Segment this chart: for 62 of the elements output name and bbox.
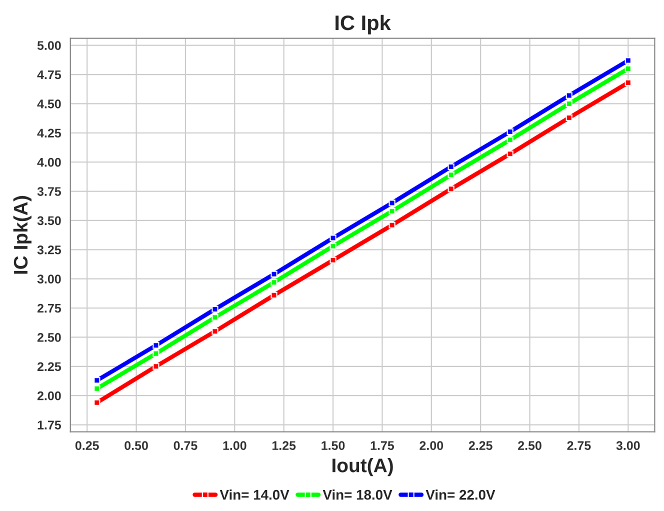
x-tick-label: 2.75 bbox=[567, 441, 591, 450]
x-tick-label: 2.50 bbox=[518, 441, 542, 450]
x-tick-label: 1.75 bbox=[370, 441, 394, 450]
point bbox=[388, 200, 396, 206]
point bbox=[152, 342, 160, 349]
legend-label: Vin= 14.0V bbox=[220, 490, 290, 500]
point bbox=[506, 128, 514, 136]
point bbox=[624, 57, 632, 64]
y-tick-label: 3.50 bbox=[37, 216, 61, 226]
y-tick-label: 4.50 bbox=[37, 100, 61, 108]
point bbox=[94, 377, 100, 384]
point bbox=[624, 65, 632, 72]
point bbox=[152, 363, 160, 370]
y-tick-label: 2.00 bbox=[37, 391, 61, 400]
point bbox=[448, 163, 454, 170]
point bbox=[448, 186, 454, 192]
x-tick-label: 0.25 bbox=[75, 441, 99, 450]
y-tick-label: 3.00 bbox=[37, 274, 61, 284]
y-axis-title: IC Ipk(A) bbox=[13, 196, 32, 274]
legend-label: Vin= 18.0V bbox=[322, 490, 392, 500]
point bbox=[212, 314, 218, 321]
point bbox=[388, 208, 396, 214]
point bbox=[94, 385, 100, 392]
point bbox=[270, 270, 278, 278]
point bbox=[506, 150, 514, 158]
x-tick-label: 1.50 bbox=[322, 441, 345, 450]
point bbox=[388, 222, 396, 228]
point bbox=[566, 92, 572, 99]
point bbox=[506, 136, 514, 144]
y-tick-label: 4.00 bbox=[37, 158, 61, 167]
point bbox=[624, 79, 632, 86]
point bbox=[330, 256, 336, 264]
x-tick-label: 2.25 bbox=[468, 441, 492, 450]
y-tick-label: 2.50 bbox=[37, 333, 61, 342]
x-tick-label: 3.00 bbox=[616, 441, 640, 450]
point bbox=[94, 399, 100, 406]
x-tick-label: 1.25 bbox=[272, 441, 296, 450]
point bbox=[152, 350, 160, 357]
y-tick-label: 1.75 bbox=[38, 420, 62, 430]
point bbox=[566, 100, 572, 108]
chart-title: IC Ipk bbox=[336, 14, 391, 34]
y-tick-label: 3.25 bbox=[37, 245, 62, 254]
point bbox=[330, 234, 336, 242]
x-tick-label: 1.00 bbox=[223, 441, 246, 450]
y-tick-label: 2.25 bbox=[37, 362, 62, 372]
x-tick-label: 2.00 bbox=[420, 441, 444, 450]
y-tick-label: 4.75 bbox=[37, 70, 62, 80]
point bbox=[270, 292, 278, 298]
y-tick-label: 3.75 bbox=[37, 187, 62, 196]
point bbox=[270, 279, 278, 286]
y-tick-label: 2.75 bbox=[37, 304, 62, 313]
x-tick-label: 0.75 bbox=[174, 441, 198, 450]
x-tick-label: 0.50 bbox=[124, 441, 148, 450]
point bbox=[330, 242, 336, 250]
legend-label: Vin= 22.0V bbox=[426, 490, 496, 500]
y-tick-label: 4.25 bbox=[37, 128, 62, 138]
x-axis-title: Iout(A) bbox=[332, 458, 393, 476]
point bbox=[212, 328, 218, 335]
y-tick-label: 5.00 bbox=[37, 41, 61, 50]
point bbox=[212, 306, 218, 312]
point bbox=[566, 114, 572, 122]
point bbox=[448, 172, 454, 178]
